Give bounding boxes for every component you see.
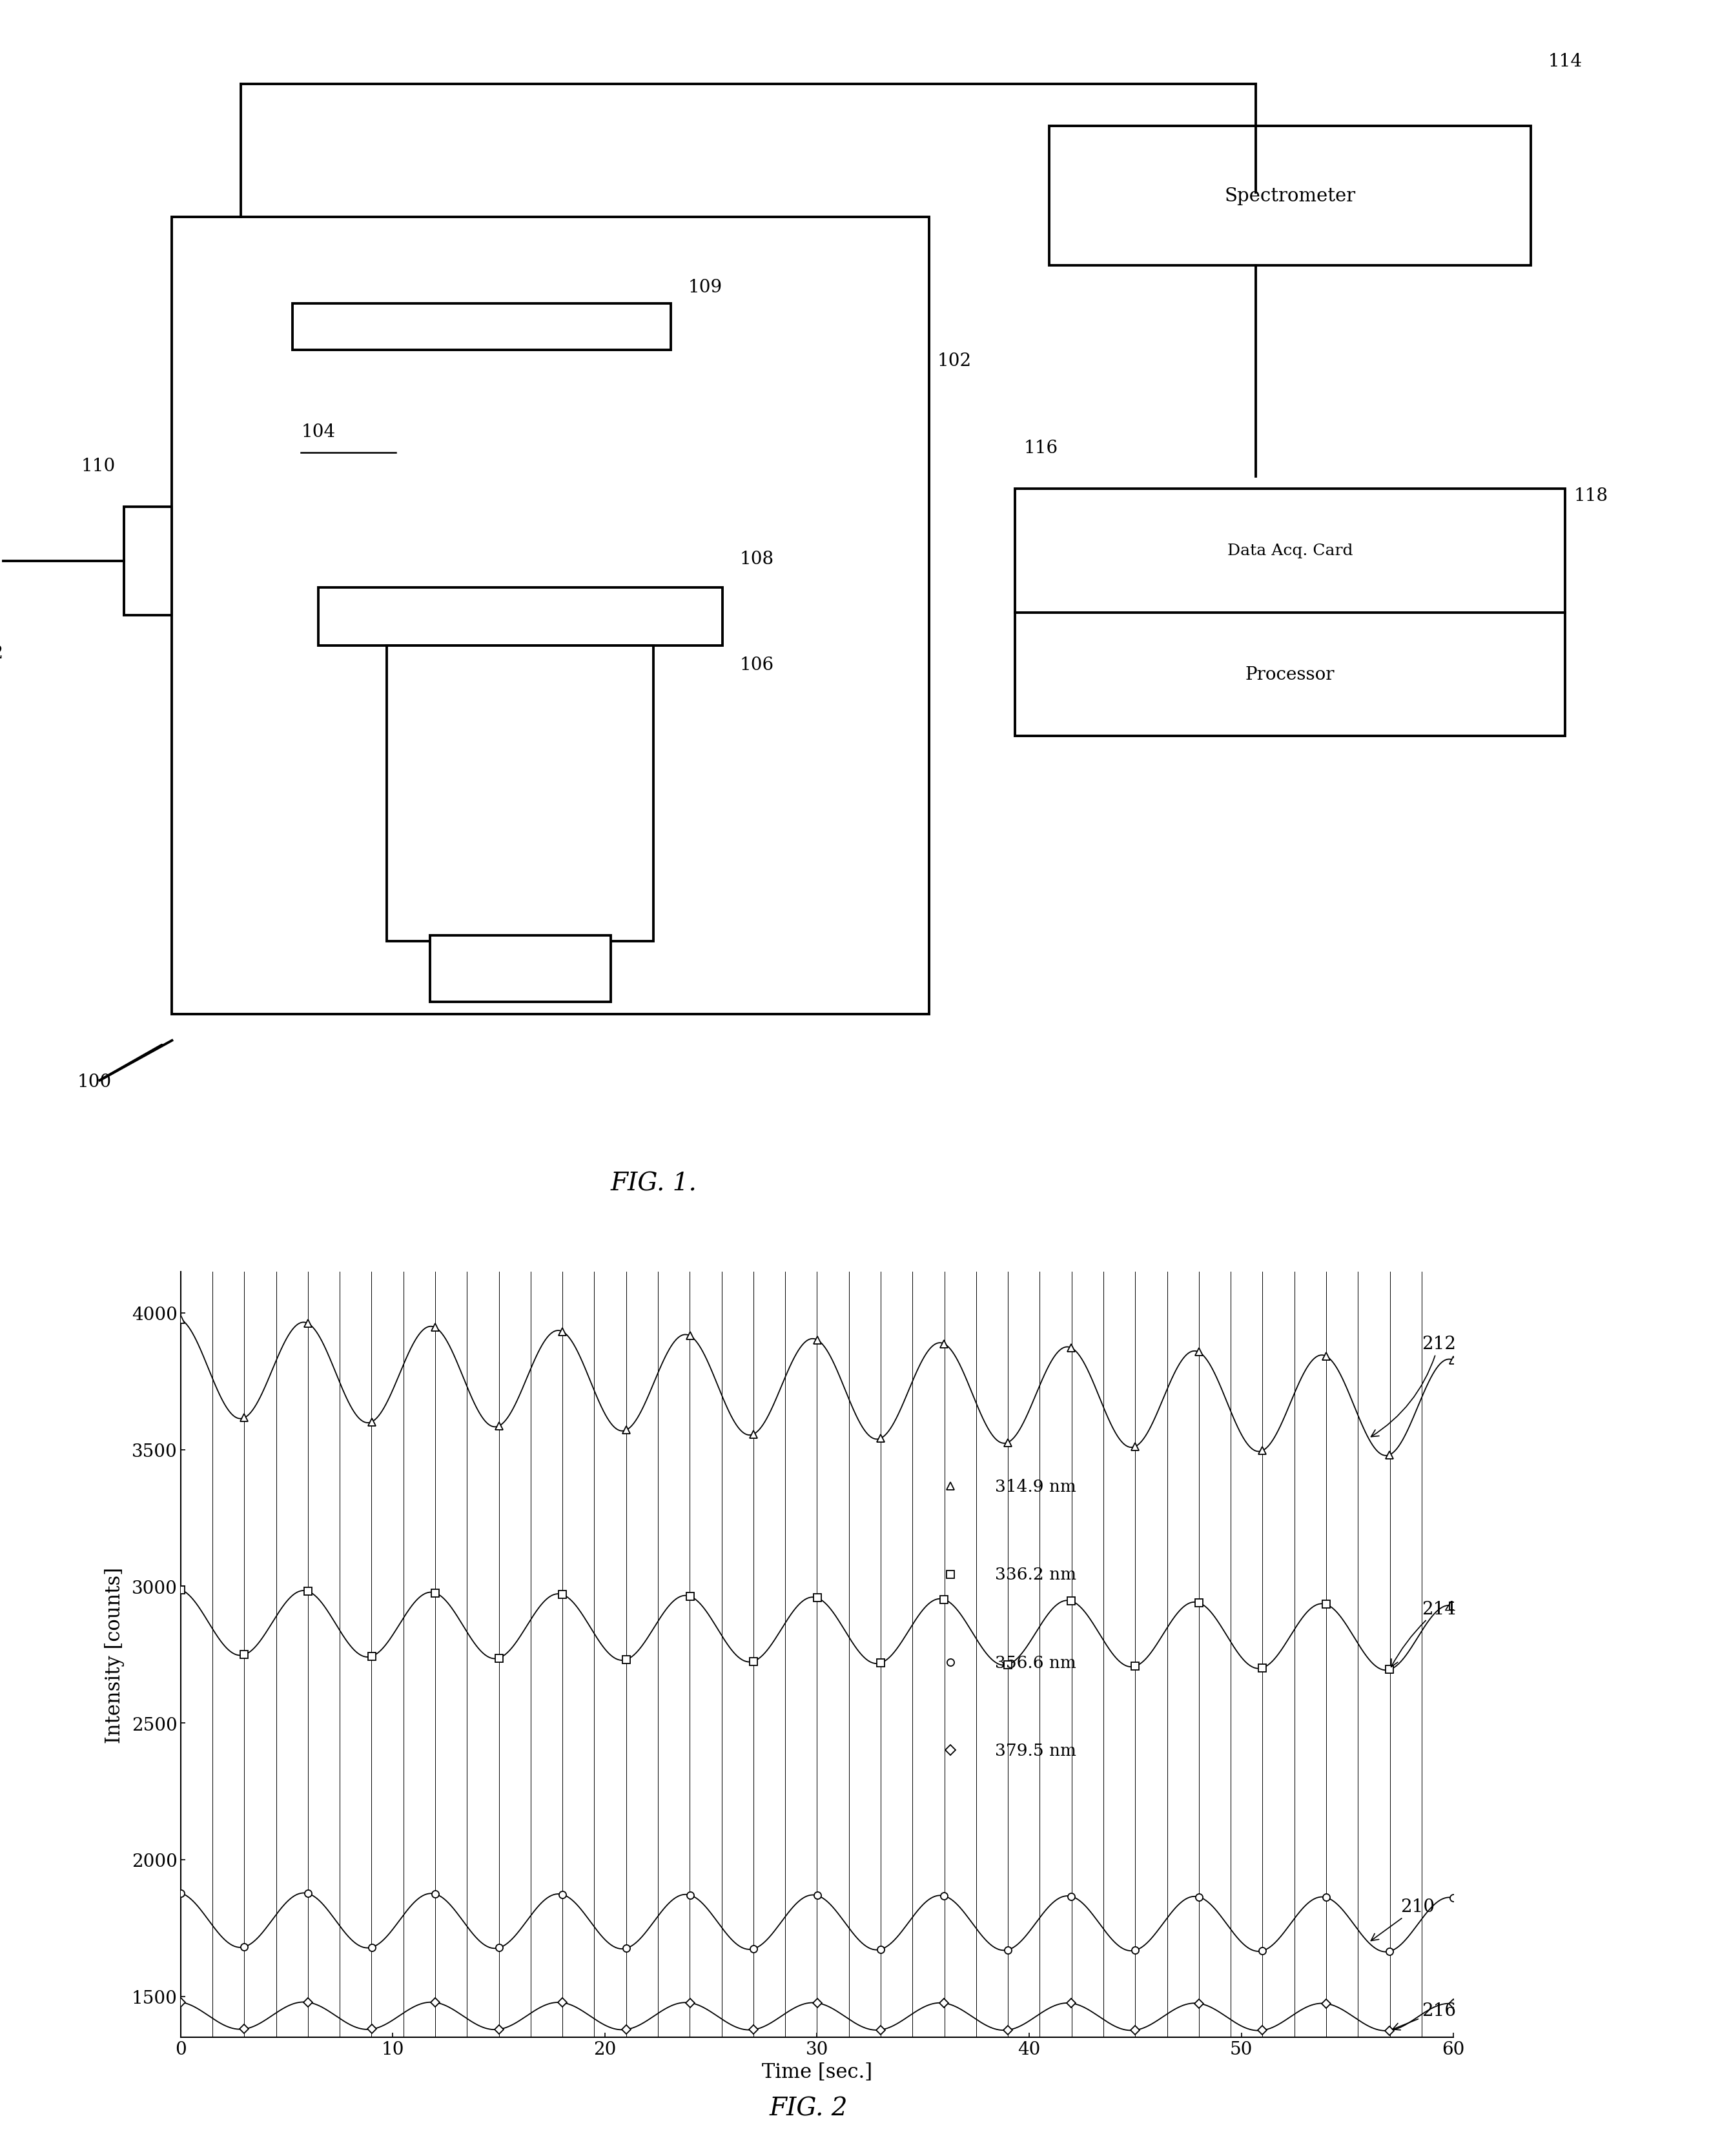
Bar: [172, 218, 929, 1013]
Text: 210: 210: [1371, 1897, 1434, 1940]
Text: 314.9 nm: 314.9 nm: [996, 1479, 1077, 1494]
Bar: [1049, 127, 1531, 265]
Y-axis label: Intensity [counts]: Intensity [counts]: [105, 1567, 124, 1742]
Bar: [1015, 489, 1565, 737]
Text: 336.2 nm: 336.2 nm: [996, 1565, 1077, 1583]
Text: 114: 114: [1548, 54, 1582, 71]
X-axis label: Time [sec.]: Time [sec.]: [762, 2061, 872, 2081]
Bar: [318, 589, 722, 647]
Bar: [387, 647, 654, 942]
Text: 100: 100: [77, 1074, 112, 1091]
Text: 112: 112: [0, 645, 3, 662]
Text: 102: 102: [937, 351, 972, 369]
Text: 108: 108: [740, 550, 774, 567]
Bar: [124, 507, 172, 617]
Bar: [292, 304, 671, 349]
Text: 104: 104: [301, 423, 335, 440]
Bar: [430, 936, 611, 1003]
Text: 379.5 nm: 379.5 nm: [996, 1742, 1077, 1759]
Text: Spectrometer: Spectrometer: [1225, 188, 1355, 205]
Text: Data Acq. Card: Data Acq. Card: [1226, 543, 1354, 558]
Text: Processor: Processor: [1245, 666, 1335, 683]
Text: 106: 106: [740, 658, 774, 675]
Text: FIG. 1.: FIG. 1.: [611, 1171, 697, 1194]
Text: 216: 216: [1393, 2003, 1455, 2031]
Text: 214: 214: [1391, 1600, 1455, 1667]
Text: 212: 212: [1371, 1335, 1455, 1436]
Text: 110: 110: [81, 457, 115, 474]
Text: 356.6 nm: 356.6 nm: [996, 1654, 1077, 1671]
Text: 118: 118: [1574, 487, 1608, 505]
Text: FIG. 2: FIG. 2: [769, 2096, 848, 2122]
Text: 109: 109: [688, 278, 722, 295]
Text: 116: 116: [1023, 440, 1058, 457]
